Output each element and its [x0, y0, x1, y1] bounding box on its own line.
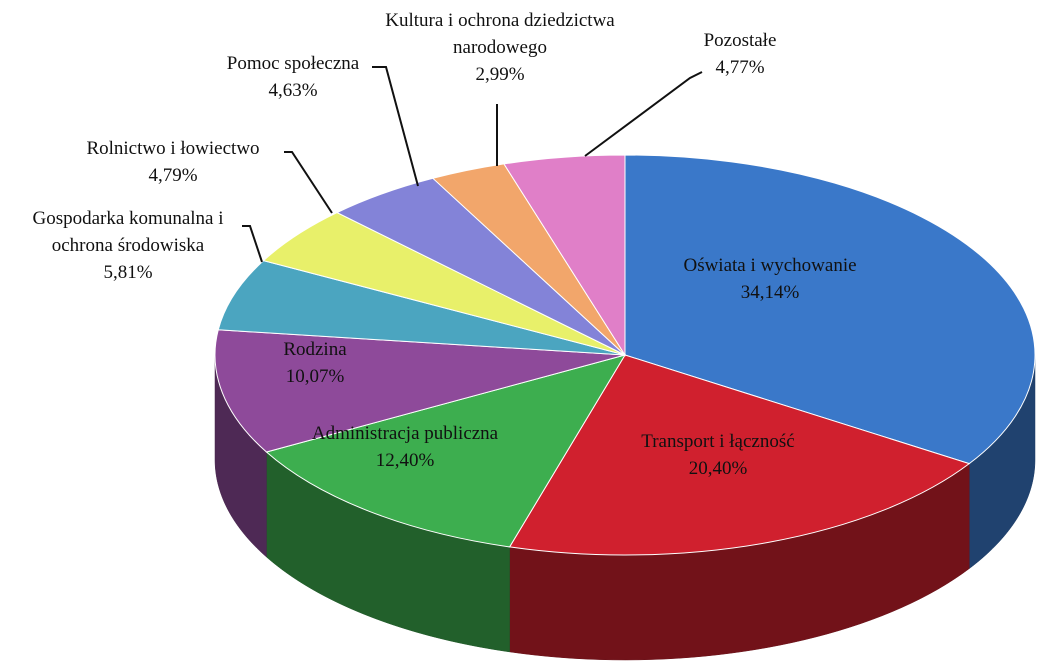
slice-label: Transport i łączność 20,40%	[588, 428, 848, 482]
category: Pozostałe	[703, 30, 777, 51]
slice	[214, 329, 626, 453]
value-label: 5,81%	[103, 262, 153, 283]
slice	[508, 354, 971, 556]
slice-tops	[214, 154, 1036, 556]
slice	[624, 154, 1036, 465]
value-label: 2,99%	[475, 64, 525, 85]
category: Rolnictwo i łowiectwo	[86, 138, 260, 159]
value-label: 12,40%	[375, 450, 435, 471]
value-label: 4,63%	[268, 80, 318, 101]
slice-label: Pozostałe 4,77%	[660, 27, 820, 81]
slice-label: Kultura i ochrona dziedzictwa narodowego…	[380, 7, 620, 88]
slice-label: Oświata i wychowanie 34,14%	[640, 252, 900, 306]
category: Kultura i ochrona dziedzictwa narodowego	[385, 10, 615, 58]
value-label: 34,14%	[740, 282, 800, 303]
slice-label: Pomoc społeczna 4,63%	[193, 50, 393, 104]
leader-line	[242, 225, 263, 263]
leader-line	[372, 66, 419, 187]
value-label: 4,77%	[715, 57, 765, 78]
leader-line	[284, 151, 333, 214]
category: Administracja publiczna	[311, 423, 499, 444]
value-label: 10,07%	[285, 366, 345, 387]
value-label: 4,79%	[148, 165, 198, 186]
category: Transport i łączność	[641, 431, 795, 452]
slice	[503, 154, 626, 357]
slice-label: Administracja publiczna 12,40%	[275, 420, 535, 474]
pie	[214, 154, 1036, 661]
slice-label: Rolnictwo i łowiectwo 4,79%	[53, 135, 293, 189]
slice	[265, 354, 627, 548]
leader-lines	[242, 66, 703, 263]
category: Pomoc społeczna	[226, 53, 360, 74]
leader-line	[584, 71, 703, 157]
category: Oświata i wychowanie	[683, 255, 857, 276]
value-label: 20,40%	[688, 458, 748, 479]
category: Rodzina	[283, 339, 347, 360]
category: Gospodarka komunalna i ochrona środowisk…	[32, 208, 224, 256]
slice-label: Rodzina 10,07%	[215, 336, 415, 390]
slice-label: Gospodarka komunalna i ochrona środowisk…	[3, 205, 253, 286]
